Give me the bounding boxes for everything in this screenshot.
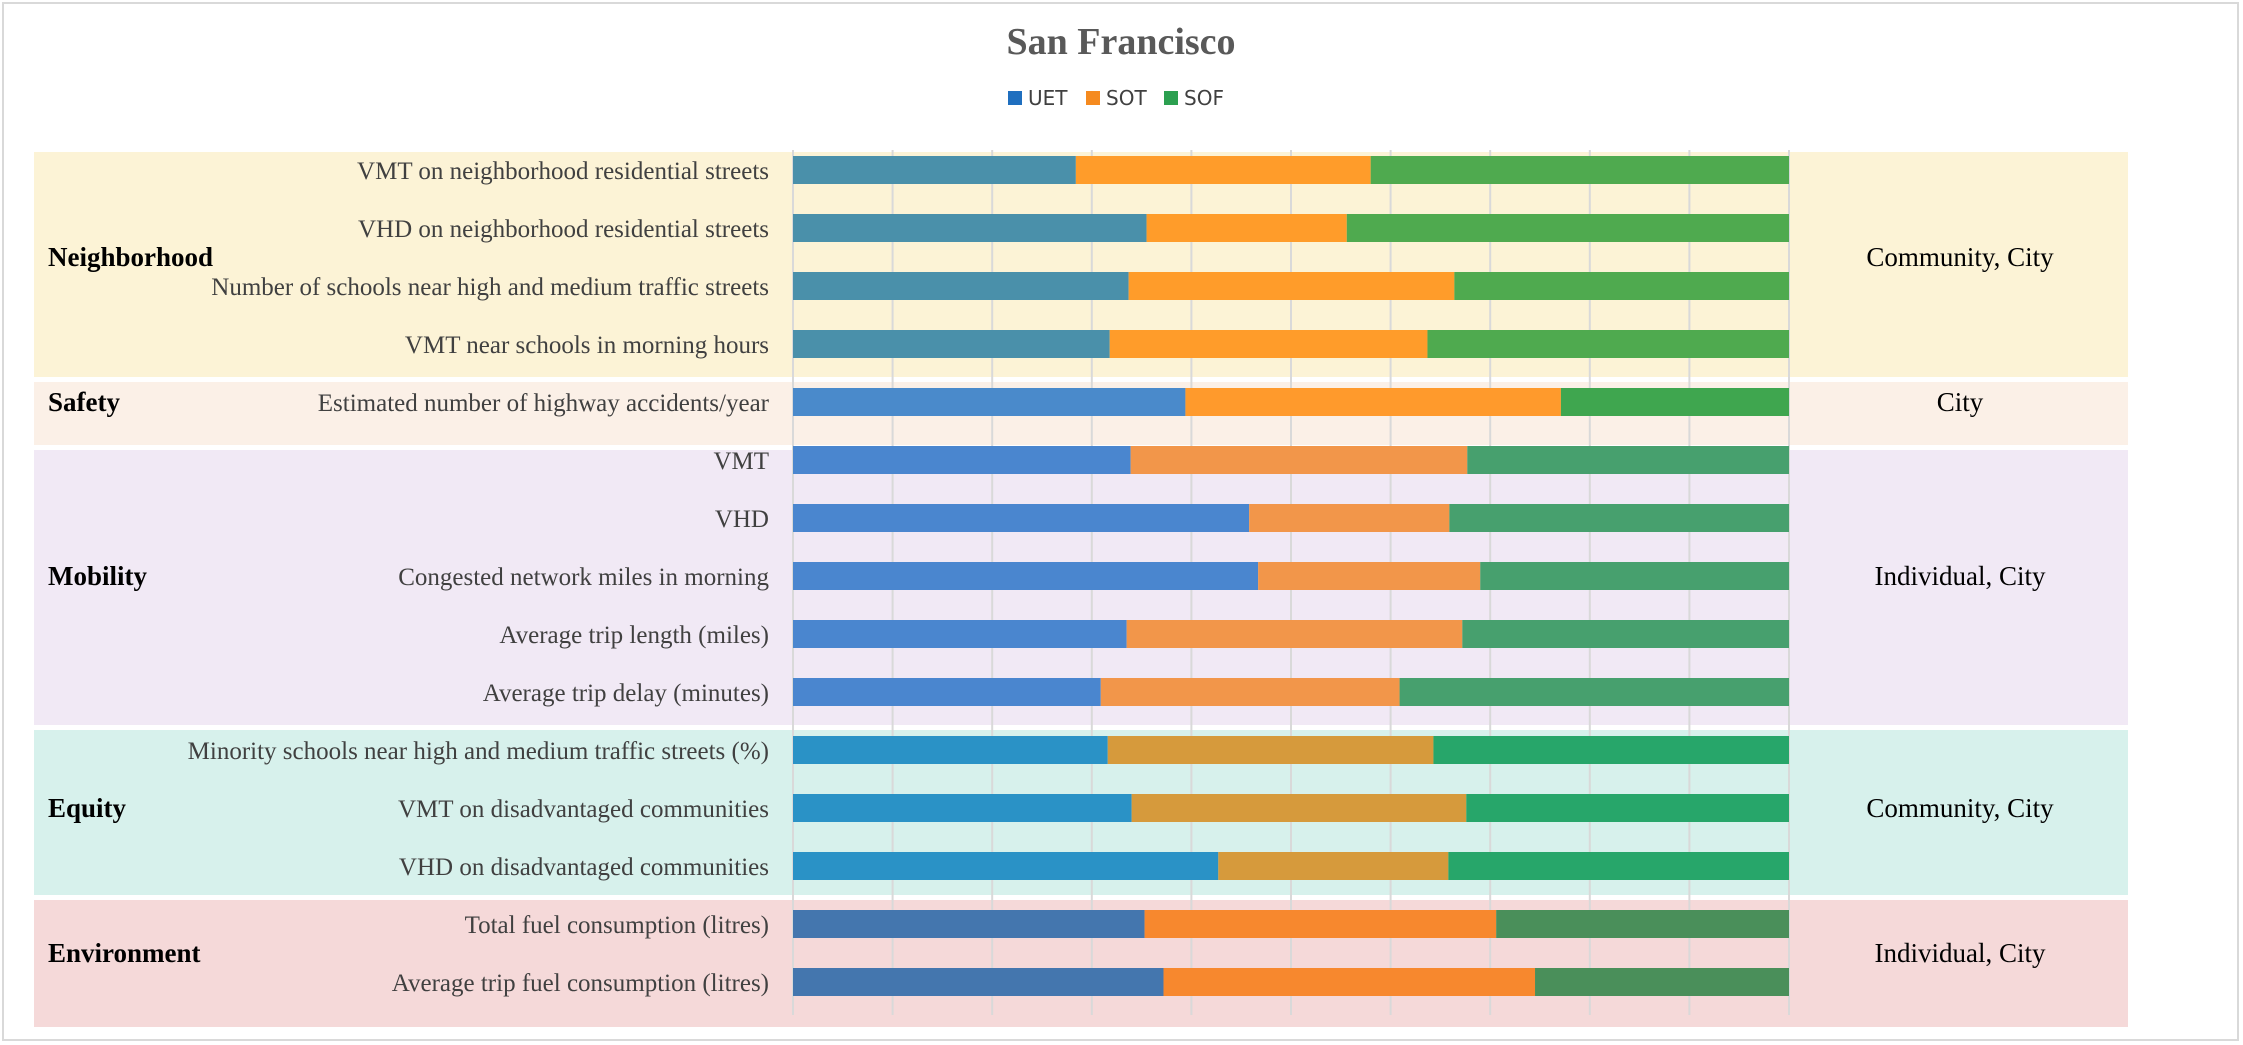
bar-segment-sof (1346, 214, 1789, 242)
bar-segment-uet (793, 214, 1147, 242)
bar-segment-uet (793, 852, 1219, 880)
category-label: VMT on neighborhood residential streets (357, 158, 769, 185)
bar-segment-sot (1185, 388, 1561, 416)
bar-segment-uet (793, 388, 1186, 416)
bar-segment-uet (793, 736, 1108, 764)
category-label: Total fuel consumption (litres) (465, 912, 769, 939)
bar-segment-sof (1466, 794, 1789, 822)
bar-segment-sot (1100, 678, 1400, 706)
bar-segment-sot (1107, 736, 1434, 764)
legend-label-sof: SOF (1184, 86, 1224, 110)
bar-segment-sof (1496, 910, 1789, 938)
bar-segment-sot (1075, 156, 1371, 184)
group-label-mobility: Mobility (48, 561, 147, 591)
bar-segment-sof (1427, 330, 1789, 358)
bar-segment-sot (1218, 852, 1449, 880)
bar-segment-sof (1535, 968, 1789, 996)
bars (793, 156, 1789, 996)
bar-segment-sof (1449, 504, 1789, 532)
bar-segment-sof (1454, 272, 1789, 300)
bar-segment-uet (793, 968, 1164, 996)
category-label: Average trip delay (minutes) (483, 680, 769, 707)
category-label: Average trip fuel consumption (litres) (392, 970, 769, 997)
bar-segment-sot (1258, 562, 1481, 590)
bar-segment-sot (1109, 330, 1428, 358)
category-label: Minority schools near high and medium tr… (188, 738, 769, 765)
category-label: VMT near schools in morning hours (405, 332, 769, 359)
bar-segment-uet (793, 446, 1131, 474)
bar-segment-uet (793, 678, 1101, 706)
group-label-environment: Environment (48, 938, 201, 968)
bar-segment-uet (793, 562, 1259, 590)
category-label: Average trip length (miles) (499, 622, 769, 649)
scope-label-neighborhood: Community, City (1866, 242, 2054, 272)
chart-title: San Francisco (1006, 21, 1235, 63)
bar-segment-sot (1130, 446, 1468, 474)
legend-swatch-sot (1086, 91, 1100, 105)
bar-segment-sot (1131, 794, 1467, 822)
bar-segment-sof (1480, 562, 1789, 590)
bar-segment-sof (1370, 156, 1789, 184)
legend: UET SOT SOF (1008, 86, 1224, 110)
bar-segment-uet (793, 504, 1250, 532)
category-labels: Neighborhood Community, City Safety City Mob… (48, 158, 2054, 997)
bar-segment-sot (1128, 272, 1455, 300)
bar-segment-sot (1146, 214, 1347, 242)
scope-label-equity: Community, City (1866, 793, 2054, 823)
bar-segment-sot (1126, 620, 1463, 648)
group-label-safety: Safety (48, 387, 120, 417)
group-label-neighborhood: Neighborhood (48, 242, 213, 272)
scope-label-environment: Individual, City (1875, 938, 2046, 968)
bar-segment-sof (1399, 678, 1789, 706)
category-label: Number of schools near high and medium t… (211, 274, 769, 301)
legend-label-sot: SOT (1106, 86, 1147, 110)
category-label: VMT on disadvantaged communities (398, 796, 769, 823)
bar-segment-sof (1462, 620, 1789, 648)
bar-segment-sot (1144, 910, 1497, 938)
category-label: VHD (715, 506, 769, 533)
category-label: Estimated number of highway accidents/ye… (318, 390, 770, 417)
bar-segment-sof (1467, 446, 1789, 474)
bar-segment-sot (1249, 504, 1450, 532)
bar-segment-sot (1163, 968, 1536, 996)
category-label: VHD on disadvantaged communities (399, 854, 769, 881)
scope-label-safety: City (1937, 387, 1984, 417)
category-label: Congested network miles in morning (398, 564, 769, 591)
scope-label-mobility: Individual, City (1875, 561, 2046, 591)
bar-segment-uet (793, 330, 1110, 358)
bar-segment-uet (793, 156, 1076, 184)
bar-segment-sof (1448, 852, 1789, 880)
bar-segment-sof (1560, 388, 1789, 416)
legend-swatch-sof (1164, 91, 1178, 105)
category-label: VHD on neighborhood residential streets (358, 216, 769, 243)
category-label: VMT (713, 448, 769, 475)
group-label-equity: Equity (48, 793, 127, 823)
bar-segment-uet (793, 620, 1127, 648)
bar-segment-uet (793, 272, 1129, 300)
legend-label-uet: UET (1028, 86, 1068, 110)
legend-swatch-uet (1008, 91, 1022, 105)
bar-segment-uet (793, 910, 1145, 938)
bar-segment-sof (1433, 736, 1789, 764)
bar-segment-uet (793, 794, 1132, 822)
